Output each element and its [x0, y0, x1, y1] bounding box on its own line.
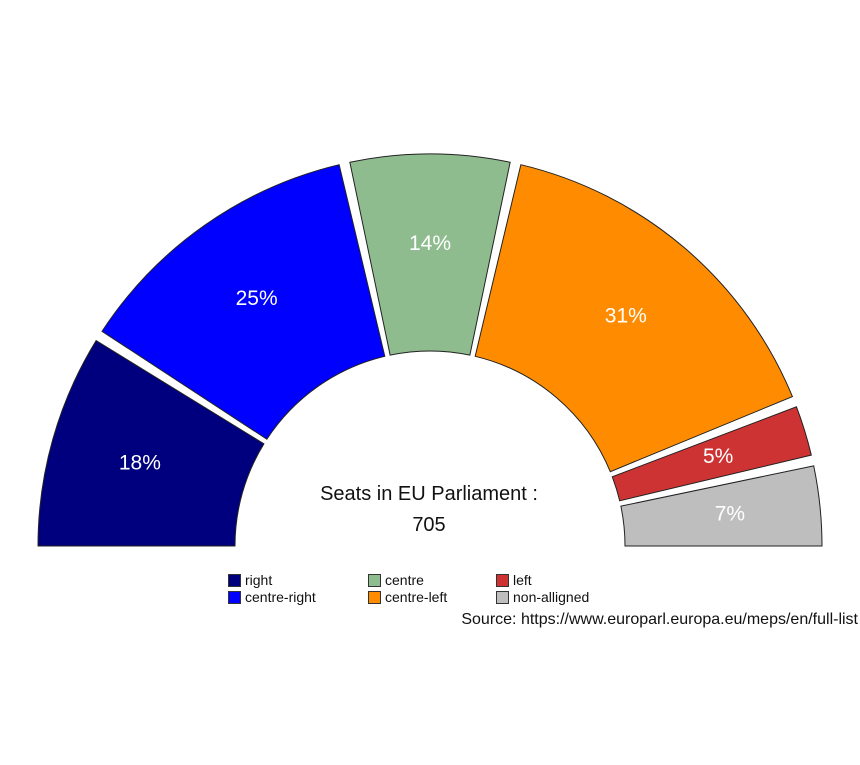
- center-value: 705: [412, 514, 445, 536]
- legend-swatch: [496, 573, 509, 587]
- source-caption: Source: https://www.europarl.europa.eu/m…: [461, 611, 858, 628]
- legend-item-right: right: [228, 572, 272, 588]
- legend-item-centre-right: centre-right: [228, 589, 316, 605]
- legend-item-non-alligned: non-alligned: [496, 589, 589, 605]
- slice-non-alligned: [620, 465, 823, 547]
- legend-label: non-alligned: [513, 589, 590, 605]
- legend-swatch: [228, 573, 241, 587]
- slice-label-centre-right: 25%: [236, 287, 278, 310]
- legend-swatch: [496, 590, 509, 604]
- slice-right: [37, 339, 265, 547]
- legend-item-left: left: [496, 572, 532, 588]
- legend-swatch: [368, 590, 381, 604]
- slice-left: [611, 406, 812, 502]
- legend-label: right: [245, 572, 273, 588]
- legend-label: centre-right: [245, 589, 316, 605]
- chart-slices: [37, 153, 823, 547]
- legend-label: centre-left: [385, 589, 448, 605]
- legend-item-centre-left: centre-left: [368, 589, 447, 605]
- legend-swatch: [368, 573, 381, 587]
- chart-slice-labels: 18% 25% 14% 31% 5% 7%: [119, 232, 745, 526]
- legend-swatch: [228, 590, 241, 604]
- slice-label-centre: 14%: [409, 232, 451, 255]
- slice-label-right: 18%: [119, 451, 161, 474]
- legend-label: centre: [385, 572, 424, 588]
- slice-centre-right: [101, 164, 386, 440]
- legend-label: left: [513, 572, 532, 588]
- slice-centre: [349, 153, 511, 356]
- center-title: Seats in EU Parliament :: [320, 483, 538, 505]
- slice-label-centre-left: 31%: [605, 304, 647, 327]
- slice-label-non-alligned: 7%: [715, 503, 745, 526]
- slice-centre-left: [474, 164, 794, 473]
- legend: right centre-right centre centre-left left no…: [228, 572, 648, 606]
- legend-item-centre: centre: [368, 572, 424, 588]
- slice-label-left: 5%: [703, 445, 733, 468]
